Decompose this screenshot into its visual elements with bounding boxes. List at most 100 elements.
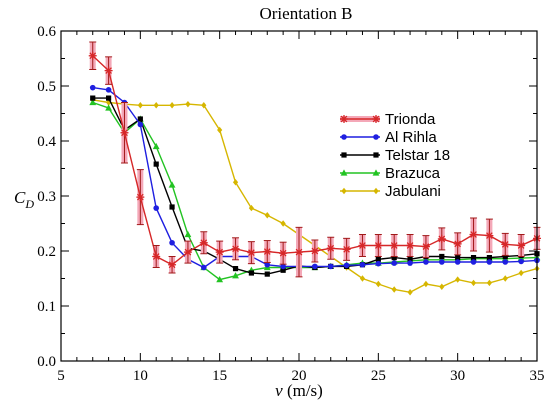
jabulani-point	[169, 102, 175, 109]
trionda-point	[279, 249, 288, 258]
legend-label: Jabulani	[385, 183, 441, 200]
x-tick-label: 20	[292, 368, 307, 384]
trionda-point	[215, 248, 224, 257]
legend-marker	[341, 134, 347, 140]
al-rihla-point	[423, 259, 429, 265]
jabulani-line	[92, 99, 538, 294]
jabulani-point	[232, 179, 239, 186]
al-rihla-point	[502, 259, 509, 265]
jabulani-point	[248, 204, 254, 212]
al-rihla-point	[89, 84, 96, 91]
jabulani-point	[137, 102, 143, 109]
series-trionda	[88, 41, 541, 278]
x-tick-label: 5	[57, 368, 65, 384]
telstar-18-point	[248, 270, 254, 276]
al-rihla-point	[518, 258, 524, 265]
trionda-point	[501, 240, 510, 249]
trionda-point	[183, 248, 192, 257]
trionda-point	[88, 51, 97, 60]
trionda-point	[453, 239, 462, 248]
legend-marker	[341, 152, 347, 158]
trionda-point	[199, 238, 208, 247]
legend-marker	[373, 187, 379, 195]
plot-area	[88, 41, 541, 296]
trionda-point	[342, 245, 351, 254]
trionda-point	[469, 230, 478, 239]
al-rihla-point	[391, 260, 398, 266]
al-rihla-point	[359, 261, 366, 268]
legend-marker	[340, 115, 348, 123]
al-rihla-point	[137, 121, 144, 128]
legend-marker	[341, 187, 347, 195]
jabulani-point	[502, 275, 508, 282]
trionda-point	[326, 244, 335, 253]
jabulani-point	[217, 126, 223, 134]
telstar-18-point	[470, 255, 477, 261]
al-rihla-point	[169, 239, 175, 246]
jabulani-point	[201, 102, 207, 109]
telstar-18-point	[375, 256, 381, 262]
legend-entry-brazuca: Brazuca	[340, 165, 441, 182]
trionda-point	[517, 241, 526, 250]
jabulani-point	[455, 276, 461, 283]
al-rihla-point	[312, 263, 318, 270]
brazuca-point	[89, 98, 97, 106]
brazuca-point	[168, 181, 176, 188]
jabulani-point	[391, 286, 397, 293]
trionda-point	[247, 248, 256, 257]
al-rihla-point	[343, 262, 350, 269]
x-tick-label: 35	[530, 368, 545, 384]
al-rihla-point	[105, 87, 112, 93]
al-rihla-point	[264, 261, 271, 268]
x-tick-label: 10	[133, 368, 148, 384]
y-tick-label: 0.6	[37, 24, 56, 40]
trionda-point	[310, 247, 319, 255]
y-tick-label: 0.3	[37, 189, 56, 205]
y-axis-label: CD	[14, 188, 34, 211]
al-rihla-point	[486, 259, 493, 265]
y-tick-label: 0.2	[37, 244, 56, 260]
legend-label: Telstar 18	[385, 147, 450, 164]
legend-marker	[372, 169, 380, 176]
trionda-point	[406, 241, 415, 250]
telstar-18-point	[264, 271, 270, 277]
brazuca-point	[232, 272, 239, 279]
brazuca-point	[152, 142, 160, 150]
telstar-18-point	[90, 95, 96, 101]
al-rihla-point	[439, 259, 445, 265]
x-axis-symbol: v	[275, 381, 283, 400]
y-tick-label: 0.5	[37, 79, 56, 95]
y-axis-symbol: C	[14, 188, 26, 207]
legend-entry-jabulani: Jabulani	[340, 183, 441, 200]
legend-label: Trionda	[385, 111, 436, 128]
jabulani-point	[423, 280, 429, 288]
legend-entry-telstar-18: Telstar 18	[340, 147, 450, 164]
trionda-point	[390, 241, 399, 250]
trionda-point	[152, 252, 161, 261]
y-tick-label: 0.0	[37, 354, 56, 370]
al-rihla-point	[280, 263, 286, 270]
telstar-18-point	[137, 116, 143, 122]
telstar-18-point	[502, 253, 508, 260]
plot-frame	[60, 30, 538, 362]
legend-entry-al-rihla: Al Rihla	[340, 129, 437, 146]
jabulani-point	[486, 279, 492, 287]
jabulani-point	[518, 269, 524, 277]
brazuca-point	[216, 276, 224, 283]
legend-marker	[340, 169, 348, 176]
legend-marker	[373, 134, 379, 140]
telstar-18-point	[280, 267, 286, 273]
trionda-point	[358, 241, 367, 250]
x-axis-unit: (m/s)	[287, 381, 323, 400]
telstar-18-point	[439, 253, 445, 260]
jabulani-point	[375, 280, 381, 288]
trionda-point	[263, 247, 272, 256]
al-rihla-point	[407, 260, 413, 266]
telstar-18-point	[391, 255, 397, 261]
al-rihla-point	[201, 264, 207, 271]
jabulani-point	[439, 283, 445, 290]
jabulani-point	[153, 102, 159, 109]
chart-title: Orientation B	[259, 4, 352, 23]
